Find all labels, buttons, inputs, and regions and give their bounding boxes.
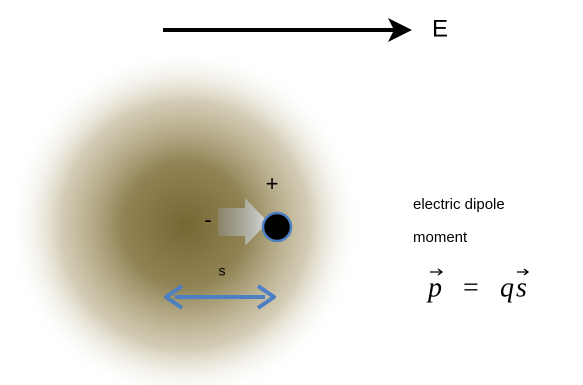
positive-charge <box>263 213 291 241</box>
equation-charge: q <box>500 272 514 303</box>
minus-label: - <box>204 207 211 232</box>
equation-op: = <box>463 272 479 303</box>
plus-label: + <box>266 171 279 196</box>
separation-label: s <box>219 263 226 279</box>
equation-lhs: p <box>426 272 442 303</box>
field-label: E <box>432 15 448 42</box>
equation-displacement: s <box>516 272 527 303</box>
caption-line: electric dipole <box>413 196 505 213</box>
diagram: E + - s electric dipole moment p = q s <box>0 0 583 385</box>
caption-line: moment <box>413 229 468 246</box>
charge-cloud <box>7 47 363 385</box>
